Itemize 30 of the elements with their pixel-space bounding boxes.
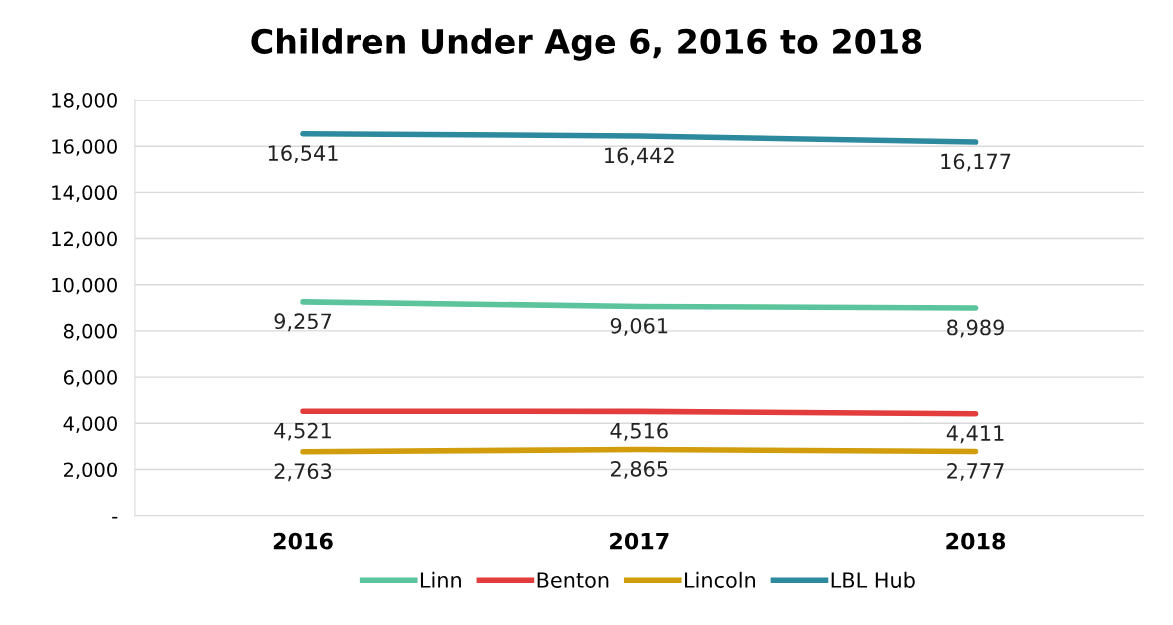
legend-label: LBL Hub [831, 571, 915, 588]
data-label: 16,541 [268, 145, 338, 164]
legend-label: Lincoln [685, 571, 755, 588]
y-tick-label: 18,000 [52, 92, 117, 110]
legend-label: Linn [420, 571, 461, 588]
x-tick-label: 2018 [946, 532, 1006, 550]
data-label: 9,061 [610, 317, 668, 336]
y-tick-label: 14,000 [52, 185, 117, 203]
y-tick-label: 4,000 [63, 416, 117, 433]
data-label: 4,516 [610, 422, 668, 441]
data-label: 4,521 [274, 422, 331, 441]
data-label: 2,763 [274, 463, 332, 482]
data-label: 16,177 [941, 153, 1011, 172]
data-label: 16,442 [605, 147, 674, 166]
x-tick-label: 2017 [610, 532, 669, 550]
y-tick-label: 2,000 [63, 462, 117, 480]
legend-label: Benton [537, 572, 609, 588]
data-label: 8,989 [947, 319, 1004, 338]
y-tick-label: 16,000 [52, 139, 117, 156]
data-label: 4,411 [946, 425, 1004, 444]
y-tick-label: 8,000 [63, 323, 117, 341]
data-label: 9,257 [274, 313, 332, 332]
y-tick-label: 10,000 [52, 277, 117, 295]
x-tick-label: 2016 [273, 532, 333, 550]
chart-title: Children Under Age 6, 2016 to 2018 [251, 28, 922, 61]
y-tick-label: 6,000 [63, 370, 117, 387]
data-label: 2,777 [947, 462, 1004, 481]
y-tick-label: 12,000 [52, 231, 117, 249]
y-tick-label: - [112, 516, 118, 519]
data-label: 2,865 [610, 460, 668, 479]
